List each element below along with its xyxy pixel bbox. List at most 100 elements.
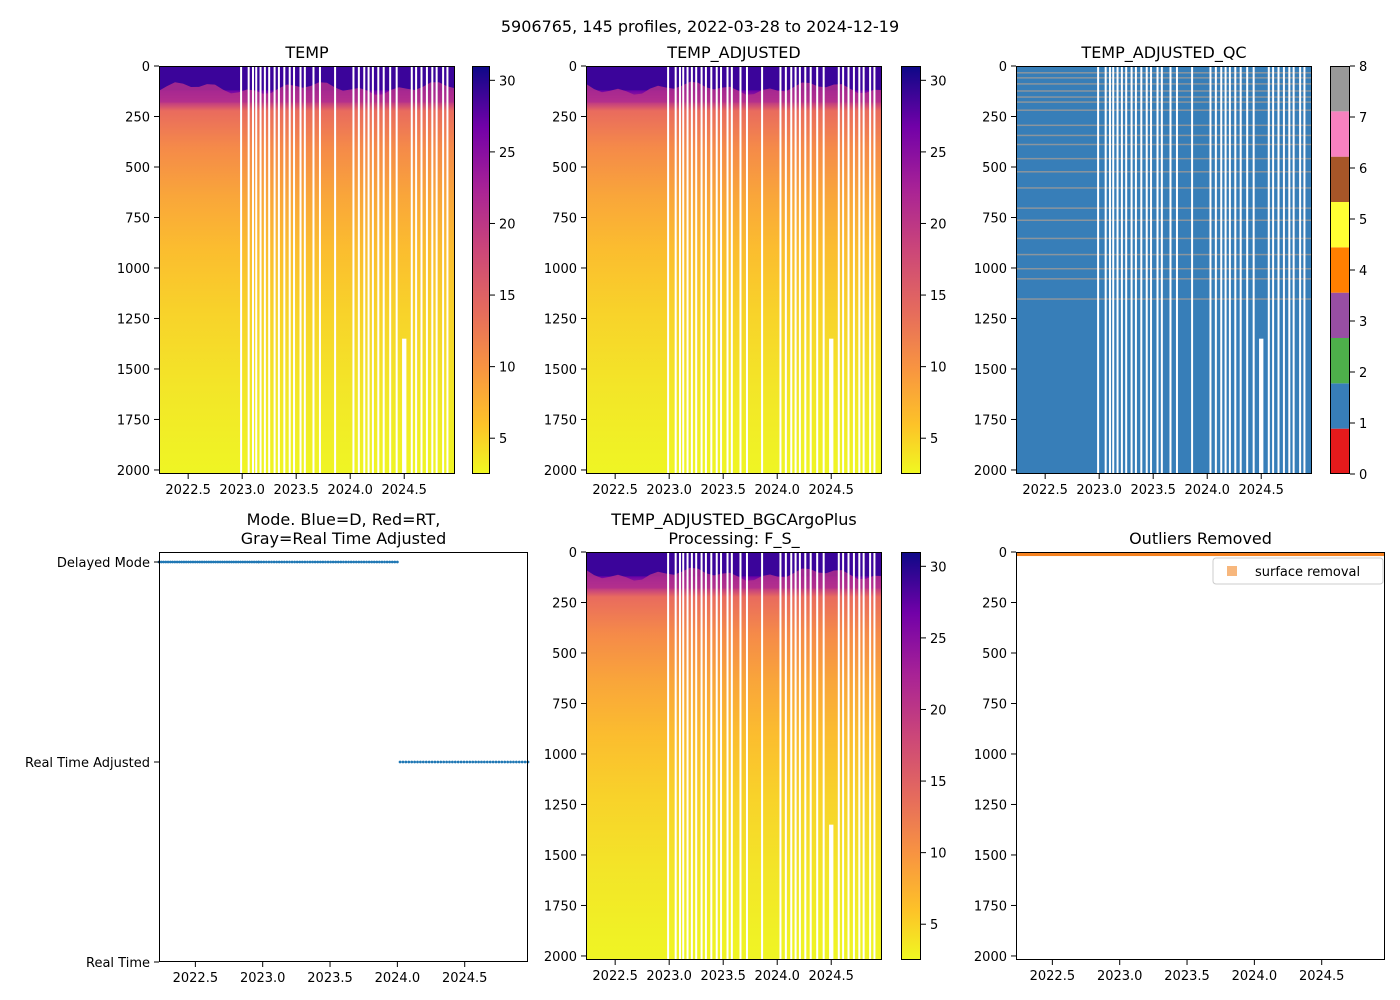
profile-gap [435, 66, 438, 474]
colorbar-tick-label: 25 [499, 146, 516, 161]
colorbar-tick-label: 5 [930, 918, 938, 933]
mode-point-delayed [316, 560, 320, 564]
mode-point-delayed [264, 560, 268, 564]
mode-point-delayed [311, 560, 315, 564]
mode-point-delayed [168, 560, 172, 564]
mode-point-rt-adjusted [512, 760, 515, 764]
legend-label: surface removal [1255, 565, 1360, 580]
y-tick-label: 2000 [117, 464, 150, 479]
mode-point-rt-adjusted [517, 760, 521, 764]
mode-point-delayed [166, 560, 170, 564]
y-tick-label: 1750 [974, 413, 1007, 428]
mode-point-delayed [252, 560, 256, 564]
mode-point-delayed [164, 560, 168, 564]
mode-point-rt-adjusted [448, 760, 451, 764]
qc-flag8-band [1016, 124, 1312, 127]
y-tick-label: 500 [552, 647, 577, 662]
profile-gap [873, 552, 876, 960]
mode-point-delayed [395, 560, 399, 564]
mode-point-rt-adjusted [514, 760, 518, 764]
profile-gap [1303, 66, 1306, 474]
mode-point-rt-adjusted [433, 760, 437, 764]
mode-point-delayed [385, 560, 389, 564]
mode-point-delayed [175, 560, 179, 564]
mode-point-rt-adjusted [398, 760, 402, 764]
mode-point-rt-adjusted [445, 760, 448, 764]
mode-point-rt-adjusted [520, 760, 524, 764]
profile-gap [682, 66, 685, 474]
missing-data-block [829, 338, 834, 474]
mode-point-delayed [331, 560, 335, 564]
mode-point-delayed [298, 560, 302, 564]
y-tick-label: 2000 [544, 950, 577, 965]
profile-gap [1234, 66, 1237, 474]
profile-gap [1140, 66, 1143, 474]
panel-temp-bgcargoplus: Processing: F_S_TEMP_ADJUSTED_BGCArgoPlu… [544, 510, 947, 984]
x-tick-label: 2024.0 [375, 971, 421, 986]
colorbar-tick-label: 5 [1359, 213, 1367, 228]
profile-gap [809, 552, 812, 960]
plot-background [1016, 552, 1385, 960]
profile-gap [410, 66, 413, 474]
profile-gap [794, 552, 797, 960]
mode-point-delayed [324, 560, 327, 564]
profile-gap [299, 66, 302, 474]
profile-gap [1116, 66, 1119, 474]
profile-gap [784, 66, 787, 474]
mode-point-rt-adjusted [430, 760, 434, 764]
colorbar-tick-label: 2 [1359, 366, 1367, 381]
mode-point-delayed [380, 560, 384, 564]
y-tick-label: 0 [999, 60, 1007, 75]
colorbar-tick-label: 0 [1359, 468, 1367, 483]
plot-frame [586, 66, 882, 474]
y-tick-label: 500 [982, 647, 1007, 662]
mode-point-rt-adjusted [491, 760, 495, 764]
profile-gap [804, 552, 807, 960]
y-tick-label: 1500 [544, 849, 577, 864]
profile-gap [1267, 66, 1270, 474]
profile-gap [255, 66, 258, 474]
y-tick-label: 0 [569, 60, 577, 75]
y-tick-label: 1500 [117, 363, 150, 378]
profile-gap [277, 66, 280, 474]
missing-data-block [1259, 338, 1264, 474]
x-tick-label: 2022.5 [173, 971, 219, 986]
mode-point-delayed [205, 560, 208, 564]
legend-box [1212, 557, 1384, 585]
colorbar-tick-label: 30 [499, 74, 516, 89]
legend-marker [1227, 566, 1237, 576]
profile-gap [395, 66, 398, 474]
mode-point-delayed [243, 560, 247, 564]
profile-gap [761, 552, 764, 960]
colorbar-frame [901, 66, 921, 474]
profile-gap [739, 552, 742, 960]
profile-gap [674, 66, 677, 474]
profile-gap [431, 66, 434, 474]
profile-gap [678, 552, 681, 960]
mode-point-rt-adjusted [482, 760, 486, 764]
qc-flag8-band [1016, 298, 1312, 300]
qc-colorbar-segment [1330, 383, 1350, 429]
profile-gap [334, 66, 337, 474]
mode-point-rt-adjusted [462, 760, 466, 764]
profile-gap [690, 66, 693, 474]
plot-frame [586, 552, 882, 960]
mode-point-rt-adjusted [413, 760, 417, 764]
qc-flag8-band [1016, 171, 1312, 173]
colorbar-tick-label: 3 [1359, 315, 1367, 330]
y-tick-label: 1250 [974, 312, 1007, 327]
profile-gap [784, 552, 787, 960]
mode-point-delayed [254, 560, 258, 564]
profile-gap [1246, 66, 1249, 474]
qc-flag8-band [1016, 77, 1312, 79]
mode-point-delayed [270, 560, 273, 564]
mode-point-delayed [232, 560, 236, 564]
profile-gap [1150, 66, 1153, 474]
qc-flag8-band [1016, 101, 1312, 103]
profile-gap [377, 66, 380, 474]
profile-gap [1228, 66, 1231, 474]
mode-point-rt-adjusted [485, 760, 489, 764]
profile-gap [745, 66, 748, 474]
profile-gap [420, 66, 423, 474]
mode-point-delayed [173, 560, 177, 564]
